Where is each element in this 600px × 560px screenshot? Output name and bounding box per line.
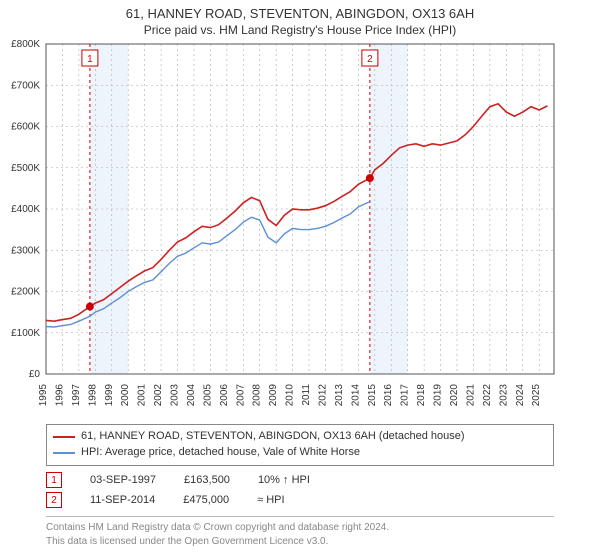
svg-text:2012: 2012	[317, 384, 328, 407]
chart: £0 £100K £200K £300K £400K £500K £600K £700K £80…	[0, 40, 600, 420]
svg-text:2001: 2001	[137, 384, 148, 407]
marker-row: 2 11-SEP-2014 £475,000 ≈ HPI	[46, 492, 554, 508]
marker-date: 03-SEP-1997	[90, 474, 156, 486]
svg-text:£300K: £300K	[11, 245, 40, 256]
svg-text:2016: 2016	[383, 384, 394, 407]
svg-text:2011: 2011	[301, 384, 312, 406]
svg-text:1999: 1999	[104, 384, 115, 407]
chart-svg: £0 £100K £200K £300K £400K £500K £600K £700K £80…	[0, 40, 600, 420]
legend: 61, HANNEY ROAD, STEVENTON, ABINGDON, OX…	[46, 424, 554, 466]
svg-text:£500K: £500K	[11, 163, 40, 174]
legend-swatch	[53, 452, 75, 454]
svg-text:2003: 2003	[170, 384, 181, 407]
marker-delta: 10% ↑ HPI	[258, 474, 310, 486]
svg-text:£200K: £200K	[11, 287, 40, 298]
marker-delta: ≈ HPI	[257, 494, 284, 506]
svg-text:2005: 2005	[202, 384, 213, 407]
legend-item: HPI: Average price, detached house, Vale…	[53, 445, 547, 461]
svg-text:2013: 2013	[334, 384, 345, 407]
chart-title-block: 61, HANNEY ROAD, STEVENTON, ABINGDON, OX…	[0, 0, 600, 37]
svg-text:2000: 2000	[120, 384, 131, 407]
legend-item: 61, HANNEY ROAD, STEVENTON, ABINGDON, OX…	[53, 429, 547, 445]
svg-text:1996: 1996	[54, 384, 65, 407]
svg-text:2010: 2010	[285, 384, 296, 407]
svg-text:1995: 1995	[38, 384, 49, 407]
marker-price: £163,500	[184, 474, 230, 486]
footer-line-1: Contains HM Land Registry data © Crown c…	[46, 521, 554, 535]
marker-table: 1 03-SEP-1997 £163,500 10% ↑ HPI 2 11-SE…	[46, 468, 554, 508]
legend-label: HPI: Average price, detached house, Vale…	[81, 445, 360, 461]
footer: Contains HM Land Registry data © Crown c…	[46, 516, 554, 548]
svg-text:£100K: £100K	[11, 328, 40, 339]
title-line-2: Price paid vs. HM Land Registry's House …	[0, 23, 600, 37]
marker-badge: 1	[46, 472, 62, 488]
svg-text:2024: 2024	[515, 384, 526, 407]
marker-date: 11-SEP-2014	[90, 494, 155, 506]
marker-row: 1 03-SEP-1997 £163,500 10% ↑ HPI	[46, 472, 554, 488]
svg-text:2008: 2008	[252, 384, 263, 407]
svg-text:£800K: £800K	[11, 40, 40, 50]
svg-text:2019: 2019	[433, 384, 444, 407]
title-line-1: 61, HANNEY ROAD, STEVENTON, ABINGDON, OX…	[0, 6, 600, 21]
svg-text:2009: 2009	[268, 384, 279, 407]
marker-badge: 2	[46, 492, 62, 508]
marker-price: £475,000	[183, 494, 229, 506]
legend-swatch	[53, 436, 75, 438]
footer-line-2: This data is licensed under the Open Gov…	[46, 535, 554, 549]
svg-text:2002: 2002	[153, 384, 164, 407]
svg-text:£0: £0	[29, 369, 41, 380]
svg-text:£600K: £600K	[11, 122, 40, 133]
svg-text:1997: 1997	[71, 384, 82, 407]
legend-label: 61, HANNEY ROAD, STEVENTON, ABINGDON, OX…	[81, 429, 465, 445]
svg-text:2007: 2007	[235, 384, 246, 407]
svg-text:2014: 2014	[350, 384, 361, 407]
svg-text:1998: 1998	[87, 384, 98, 407]
svg-text:2021: 2021	[465, 384, 476, 407]
svg-text:2023: 2023	[498, 384, 509, 407]
svg-text:2004: 2004	[186, 384, 197, 407]
svg-text:2006: 2006	[219, 384, 230, 407]
svg-text:2025: 2025	[531, 384, 542, 407]
svg-text:£400K: £400K	[11, 204, 40, 215]
svg-text:2017: 2017	[400, 384, 411, 407]
svg-text:2022: 2022	[482, 384, 493, 407]
svg-text:2020: 2020	[449, 384, 460, 407]
svg-text:1: 1	[87, 54, 93, 65]
svg-text:£700K: £700K	[11, 80, 40, 91]
svg-text:2015: 2015	[367, 384, 378, 407]
svg-text:2018: 2018	[416, 384, 427, 407]
svg-text:2: 2	[367, 54, 373, 65]
